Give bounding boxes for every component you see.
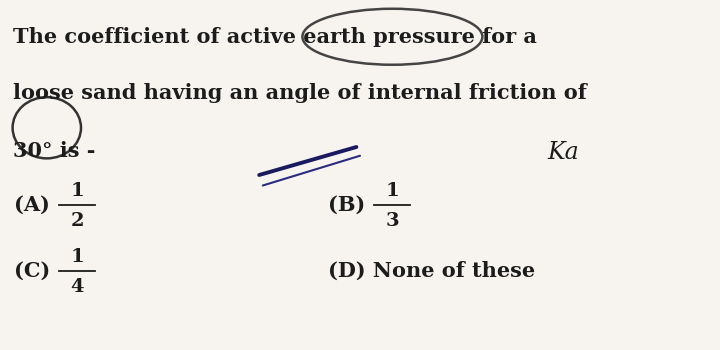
Text: 1: 1	[70, 248, 84, 266]
Text: 1: 1	[385, 182, 400, 200]
Text: (D) None of these: (D) None of these	[328, 261, 535, 281]
Text: (A): (A)	[14, 195, 50, 215]
Text: 2: 2	[71, 211, 84, 230]
Text: 4: 4	[71, 278, 84, 296]
Text: 1: 1	[70, 182, 84, 200]
Text: 3: 3	[386, 211, 399, 230]
Text: The coefficient of active earth pressure for a: The coefficient of active earth pressure…	[13, 27, 537, 47]
Text: (B): (B)	[328, 195, 365, 215]
Text: 30° is -: 30° is -	[13, 140, 95, 161]
Text: loose sand having an angle of internal friction of: loose sand having an angle of internal f…	[13, 83, 587, 103]
Text: (C): (C)	[14, 261, 50, 281]
Text: Ka: Ka	[547, 141, 579, 164]
